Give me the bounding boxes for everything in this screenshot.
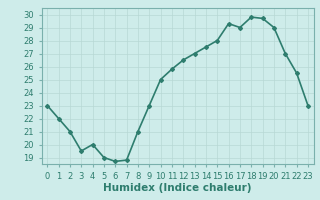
X-axis label: Humidex (Indice chaleur): Humidex (Indice chaleur) bbox=[103, 183, 252, 193]
